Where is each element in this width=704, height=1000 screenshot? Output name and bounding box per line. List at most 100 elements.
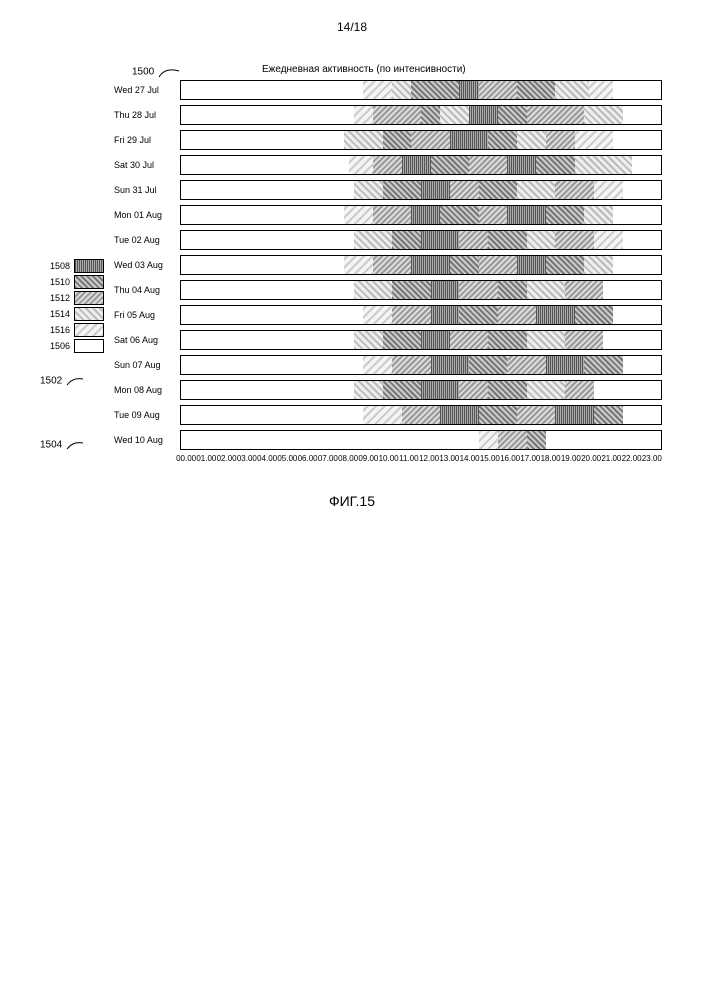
activity-segment <box>373 256 411 274</box>
x-tick: 18.00 <box>541 454 561 463</box>
activity-segment <box>536 306 574 324</box>
activity-segment <box>421 381 459 399</box>
x-tick: 01.00 <box>196 454 216 463</box>
activity-segment <box>517 81 555 99</box>
legend-label: 1516 <box>42 325 70 335</box>
row-bar <box>180 405 662 425</box>
activity-segment <box>469 356 507 374</box>
activity-segment <box>421 231 459 249</box>
x-tick: 11.00 <box>399 454 419 463</box>
legend-item: 1506 <box>42 339 104 353</box>
activity-segment <box>383 331 421 349</box>
legend-swatch <box>74 275 104 289</box>
activity-segment <box>527 331 565 349</box>
activity-segment <box>507 206 545 224</box>
row-label: Sun 07 Aug <box>114 360 180 370</box>
activity-segment <box>479 181 517 199</box>
legend-label: 1512 <box>42 293 70 303</box>
activity-segment <box>594 406 623 424</box>
activity-segment <box>589 81 613 99</box>
legend-swatch <box>74 259 104 273</box>
legend-item: 1508 <box>42 259 104 273</box>
activity-segment <box>469 156 507 174</box>
activity-segment <box>392 81 411 99</box>
activity-segment <box>392 306 430 324</box>
activity-row: Thu 04 Aug <box>114 279 662 301</box>
activity-segment <box>450 181 479 199</box>
activity-segment <box>392 356 430 374</box>
x-tick: 10.00 <box>379 454 399 463</box>
activity-segment <box>498 431 527 449</box>
legend-swatch <box>74 323 104 337</box>
row-label: Fri 05 Aug <box>114 310 180 320</box>
figure-container: Ежедневная активность (по интенсивности)… <box>20 64 684 509</box>
chart-area: 150815101512151415161506 Wed 27 JulThu 2… <box>42 79 662 463</box>
legend-label: 1506 <box>42 341 70 351</box>
row-label: Wed 03 Aug <box>114 260 180 270</box>
activity-segment <box>507 156 536 174</box>
x-tick: 06.00 <box>298 454 318 463</box>
activity-segment <box>498 306 536 324</box>
row-label: Tue 09 Aug <box>114 410 180 420</box>
row-label: Mon 08 Aug <box>114 385 180 395</box>
activity-segment <box>431 281 460 299</box>
activity-segment <box>421 331 450 349</box>
x-axis: 00.0001.0002.0003.0004.0005.0006.0007.00… <box>176 454 662 463</box>
activity-segment <box>459 306 497 324</box>
activity-segment <box>546 131 575 149</box>
activity-segment <box>584 356 622 374</box>
activity-segment <box>459 381 488 399</box>
x-tick: 07.00 <box>318 454 338 463</box>
row-label: Tue 02 Aug <box>114 235 180 245</box>
activity-segment <box>527 281 565 299</box>
figure-caption: ФИГ.15 <box>20 493 684 509</box>
activity-row: Thu 28 Jul <box>114 104 662 126</box>
legend-item: 1516 <box>42 323 104 337</box>
x-tick: 03.00 <box>237 454 257 463</box>
legend-swatch <box>74 307 104 321</box>
activity-segment <box>555 81 589 99</box>
activity-segment <box>527 231 556 249</box>
row-label: Mon 01 Aug <box>114 210 180 220</box>
x-tick: 17.00 <box>520 454 540 463</box>
activity-segment <box>594 181 623 199</box>
row-bar <box>180 430 662 450</box>
activity-segment <box>584 206 613 224</box>
activity-segment <box>421 106 440 124</box>
activity-segment <box>546 256 584 274</box>
callout-1502: 1502 <box>40 375 85 387</box>
activity-segment <box>527 381 565 399</box>
legend-label: 1514 <box>42 309 70 319</box>
row-label: Fri 29 Jul <box>114 135 180 145</box>
activity-segment <box>575 156 633 174</box>
activity-row: Mon 08 Aug <box>114 379 662 401</box>
activity-segment <box>459 231 488 249</box>
x-tick: 15.00 <box>480 454 500 463</box>
activity-segment <box>363 406 401 424</box>
activity-segment <box>584 256 613 274</box>
activity-segment <box>469 106 498 124</box>
activity-segment <box>411 256 449 274</box>
activity-segment <box>488 331 526 349</box>
activity-segment <box>440 406 478 424</box>
row-label: Sun 31 Jul <box>114 185 180 195</box>
row-label: Sat 30 Jul <box>114 160 180 170</box>
activity-segment <box>488 231 526 249</box>
legend-label: 1508 <box>42 261 70 271</box>
activity-segment <box>383 131 412 149</box>
activity-row: Fri 29 Jul <box>114 129 662 151</box>
activity-segment <box>575 306 613 324</box>
activity-segment <box>373 156 402 174</box>
legend: 150815101512151415161506 <box>42 79 104 353</box>
activity-segment <box>584 106 622 124</box>
main-chart: Wed 27 JulThu 28 JulFri 29 JulSat 30 Jul… <box>114 79 662 463</box>
activity-segment <box>575 131 613 149</box>
activity-segment <box>459 281 497 299</box>
legend-item: 1514 <box>42 307 104 321</box>
activity-row: Sat 30 Jul <box>114 154 662 176</box>
row-bar <box>180 355 662 375</box>
row-bar <box>180 105 662 125</box>
activity-segment <box>565 331 603 349</box>
row-bar <box>180 130 662 150</box>
activity-segment <box>450 131 488 149</box>
